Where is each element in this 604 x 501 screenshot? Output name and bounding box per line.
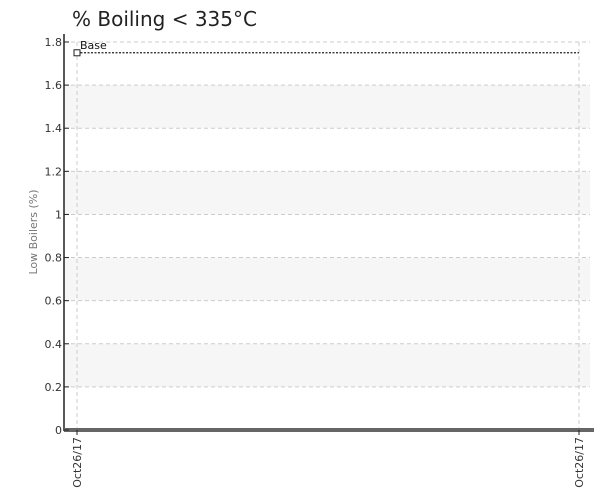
y-tick-label: 0.6 — [45, 295, 63, 308]
chart-series: Base — [73, 39, 579, 57]
chart-title: % Boiling < 335°C — [72, 7, 257, 31]
y-tick-label: 1.8 — [45, 36, 63, 49]
x-tick-label: Oct26/17 — [573, 437, 586, 488]
y-tick-label: 1.4 — [45, 122, 63, 135]
y-tick-label: 1.6 — [45, 79, 63, 92]
grid-band — [64, 171, 590, 215]
y-tick-label: 0.8 — [45, 252, 63, 265]
y-tick-label: 0 — [55, 424, 62, 437]
y-tick-label: 1 — [55, 208, 62, 221]
chart-bands — [64, 85, 590, 387]
grid-band — [64, 85, 590, 129]
x-tick-label: Oct26/17 — [71, 437, 84, 488]
series-point-marker — [73, 49, 81, 57]
chart-grid — [64, 41, 590, 430]
y-tick-label: 0.4 — [45, 338, 63, 351]
y-axis-ticks: 0 0.2 0.4 0.6 0.8 1 1.2 1.4 1.6 1.8 — [45, 36, 69, 437]
x-axis-ticks: Oct26/17 Oct26/17 — [71, 430, 586, 488]
y-tick-label: 0.2 — [45, 381, 63, 394]
y-axis-title: Low Boilers (%) — [27, 189, 40, 274]
grid-band — [64, 257, 590, 301]
grid-band — [64, 343, 590, 387]
chart-axes — [63, 34, 594, 432]
series-label-base: Base — [80, 39, 107, 52]
y-tick-label: 1.2 — [45, 165, 63, 178]
